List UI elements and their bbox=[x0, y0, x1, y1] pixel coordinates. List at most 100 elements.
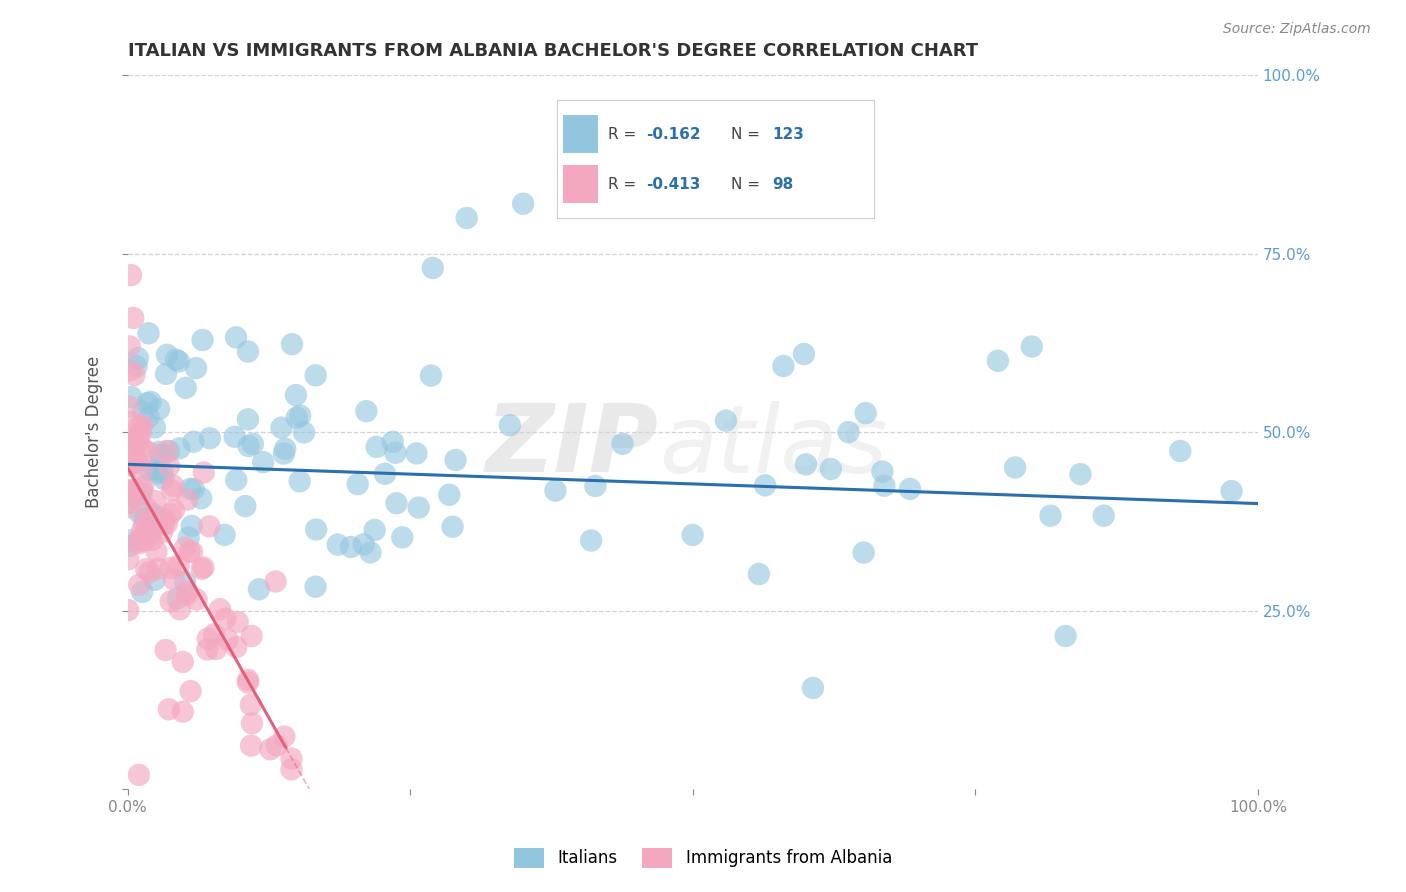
Point bbox=[145, 464, 167, 478]
Point bbox=[444, 453, 467, 467]
Point bbox=[801, 681, 824, 695]
Point bbox=[1070, 467, 1092, 482]
Point bbox=[163, 573, 186, 587]
Point bbox=[117, 603, 139, 617]
Point bbox=[117, 552, 139, 566]
Point bbox=[208, 602, 231, 616]
Point bbox=[146, 561, 169, 575]
Point bbox=[855, 406, 877, 420]
Point bbox=[127, 351, 149, 366]
Point bbox=[266, 739, 288, 753]
Point bbox=[987, 353, 1010, 368]
Point bbox=[385, 496, 408, 510]
Point bbox=[240, 629, 263, 643]
Point bbox=[793, 347, 815, 361]
Point bbox=[172, 705, 194, 719]
Point bbox=[1054, 629, 1077, 643]
Point bbox=[124, 368, 146, 382]
Point bbox=[179, 545, 201, 559]
Point bbox=[353, 537, 375, 551]
Point bbox=[153, 516, 176, 531]
Point bbox=[305, 368, 328, 383]
Point bbox=[120, 415, 142, 429]
Point bbox=[167, 354, 190, 368]
Point bbox=[148, 444, 170, 458]
Point bbox=[180, 519, 202, 533]
Point bbox=[214, 612, 236, 626]
Point bbox=[748, 567, 770, 582]
Point bbox=[132, 442, 155, 456]
Point bbox=[157, 459, 180, 474]
Point bbox=[165, 352, 187, 367]
Point bbox=[117, 434, 139, 449]
Point bbox=[439, 488, 461, 502]
Point bbox=[240, 716, 263, 731]
Point bbox=[176, 584, 198, 599]
Point bbox=[132, 517, 155, 532]
Point bbox=[280, 751, 302, 765]
Point bbox=[583, 479, 606, 493]
Point bbox=[131, 524, 153, 538]
Point bbox=[305, 523, 328, 537]
Point bbox=[135, 524, 157, 539]
Point bbox=[135, 501, 157, 516]
Point bbox=[326, 538, 349, 552]
Point bbox=[179, 482, 201, 496]
Point bbox=[139, 512, 162, 526]
Point bbox=[408, 500, 430, 515]
Point bbox=[118, 458, 141, 473]
Point bbox=[544, 483, 567, 498]
Point bbox=[360, 545, 382, 559]
Point bbox=[1021, 339, 1043, 353]
Point bbox=[340, 540, 363, 554]
Point bbox=[138, 409, 160, 424]
Point bbox=[169, 442, 191, 456]
Point bbox=[612, 437, 634, 451]
Point bbox=[456, 211, 478, 225]
Point bbox=[156, 443, 179, 458]
Text: Source: ZipAtlas.com: Source: ZipAtlas.com bbox=[1223, 22, 1371, 37]
Point bbox=[202, 627, 225, 641]
Point bbox=[356, 404, 378, 418]
Point bbox=[236, 344, 259, 359]
Text: ITALIAN VS IMMIGRANTS FROM ALBANIA BACHELOR'S DEGREE CORRELATION CHART: ITALIAN VS IMMIGRANTS FROM ALBANIA BACHE… bbox=[128, 42, 977, 60]
Point bbox=[139, 395, 162, 409]
Point bbox=[183, 434, 205, 449]
Point bbox=[132, 405, 155, 419]
Point bbox=[157, 444, 180, 458]
Point bbox=[124, 439, 146, 453]
Point bbox=[134, 511, 156, 525]
Point bbox=[118, 363, 141, 377]
Point bbox=[288, 475, 311, 489]
Point bbox=[157, 702, 180, 716]
Point bbox=[128, 418, 150, 433]
Point bbox=[384, 446, 406, 460]
Point bbox=[280, 762, 302, 776]
Point bbox=[193, 466, 215, 480]
Point bbox=[273, 730, 295, 744]
Point bbox=[120, 458, 142, 472]
Point bbox=[128, 506, 150, 520]
Point bbox=[160, 483, 183, 498]
Point bbox=[873, 478, 896, 492]
Point bbox=[1004, 460, 1026, 475]
Point bbox=[176, 492, 198, 507]
Point bbox=[184, 361, 207, 376]
Point bbox=[120, 487, 142, 501]
Point bbox=[143, 573, 166, 587]
Point bbox=[224, 430, 246, 444]
Point bbox=[146, 511, 169, 525]
Point bbox=[152, 472, 174, 486]
Point bbox=[288, 409, 311, 423]
Point bbox=[292, 425, 315, 440]
Point bbox=[135, 562, 157, 576]
Point bbox=[143, 420, 166, 434]
Point bbox=[118, 483, 141, 497]
Point bbox=[391, 530, 413, 544]
Point bbox=[240, 739, 263, 753]
Point bbox=[120, 495, 142, 509]
Point bbox=[214, 528, 236, 542]
Point bbox=[190, 562, 212, 576]
Point bbox=[820, 462, 842, 476]
Point bbox=[242, 437, 264, 451]
